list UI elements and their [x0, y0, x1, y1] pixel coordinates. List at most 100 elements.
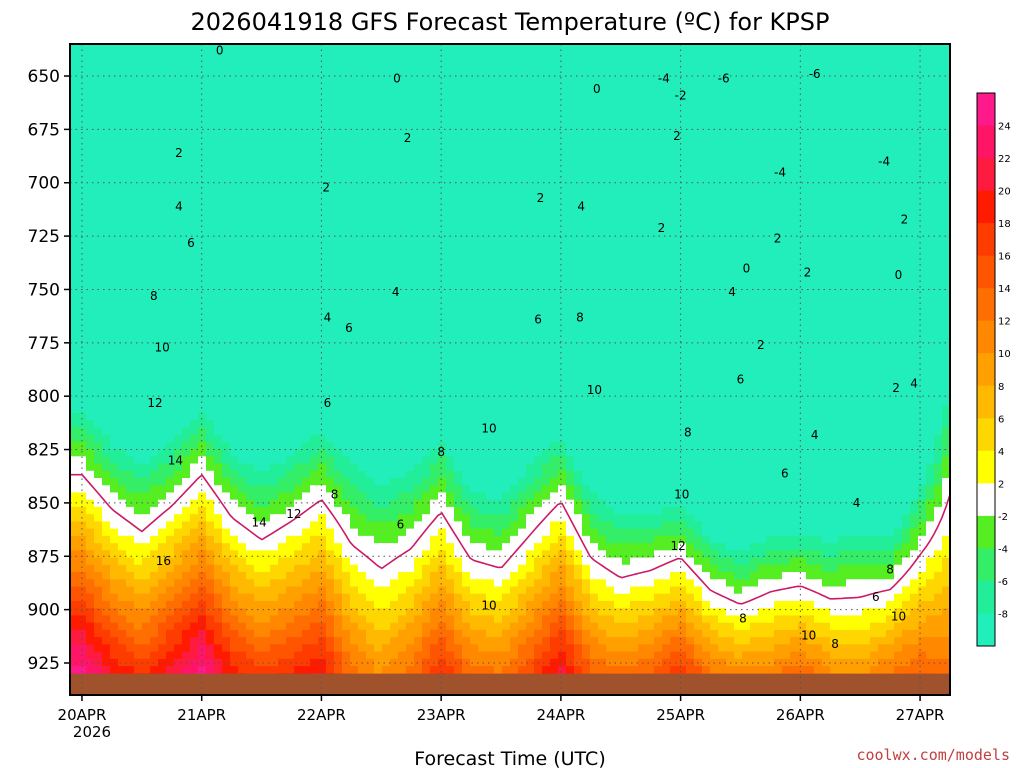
field-cell: [126, 478, 135, 486]
field-cell: [366, 275, 375, 284]
field-cell: [286, 572, 295, 580]
field-cell: [502, 362, 511, 371]
field-cell: [390, 651, 399, 660]
field-cell: [398, 145, 407, 154]
field-cell: [350, 637, 359, 645]
field-cell: [182, 94, 191, 103]
field-cell: [302, 203, 311, 211]
field-cell: [182, 427, 191, 436]
field-cell: [374, 203, 383, 211]
field-cell: [166, 644, 175, 653]
field-cell: [166, 398, 175, 407]
field-cell: [86, 51, 95, 60]
field-cell: [366, 340, 375, 349]
field-cell: [366, 159, 375, 168]
field-cell: [510, 166, 519, 175]
field-cell: [142, 391, 151, 400]
field-cell: [118, 130, 127, 139]
field-cell: [174, 405, 183, 414]
field-cell: [150, 543, 159, 551]
field-cell: [310, 289, 319, 298]
field-cell: [302, 174, 311, 183]
field-cell: [270, 123, 279, 132]
field-cell: [430, 521, 439, 530]
field-cell: [158, 600, 167, 609]
field-cell: [102, 87, 111, 96]
field-cell: [406, 412, 415, 421]
field-cell: [486, 318, 495, 327]
field-cell: [374, 543, 383, 551]
field-cell: [246, 152, 255, 161]
field-cell: [390, 174, 399, 183]
field-cell: [462, 608, 471, 617]
field-cell: [214, 506, 223, 515]
field-cell: [334, 550, 343, 559]
field-cell: [86, 593, 95, 602]
field-cell: [214, 282, 223, 291]
field-cell: [438, 492, 447, 501]
field-cell: [310, 188, 319, 197]
field-cell: [414, 268, 423, 277]
field-cell: [462, 195, 471, 204]
field-cell: [278, 347, 287, 356]
field-cell: [182, 463, 191, 472]
field-cell: [238, 535, 247, 544]
field-cell: [182, 326, 191, 334]
field-cell: [222, 550, 231, 559]
field-cell: [222, 629, 231, 638]
field-cell: [166, 564, 175, 573]
field-cell: [486, 181, 495, 190]
field-cell: [302, 376, 311, 385]
field-cell: [158, 405, 167, 414]
field-cell: [86, 210, 95, 219]
field-cell: [70, 644, 79, 653]
field-cell: [470, 138, 479, 146]
field-cell: [86, 629, 95, 638]
field-cell: [94, 506, 103, 515]
field-cell: [486, 572, 495, 580]
field-cell: [206, 239, 215, 248]
field-cell: [358, 80, 367, 88]
field-cell: [102, 644, 111, 653]
field-cell: [110, 145, 119, 154]
field-cell: [302, 152, 311, 161]
field-cell: [166, 485, 175, 494]
field-cell: [454, 550, 463, 559]
field-cell: [294, 65, 303, 74]
field-cell: [94, 72, 103, 81]
field-cell: [134, 492, 143, 501]
field-cell: [174, 622, 183, 631]
field-cell: [246, 615, 255, 624]
field-cell: [126, 564, 135, 573]
field-cell: [182, 485, 191, 494]
field-cell: [494, 427, 503, 436]
field-cell: [238, 528, 247, 537]
field-cell: [118, 637, 127, 645]
field-cell: [94, 557, 103, 566]
field-cell: [318, 109, 327, 117]
field-cell: [366, 246, 375, 255]
field-cell: [246, 644, 255, 653]
field-cell: [86, 499, 95, 508]
field-cell: [110, 80, 119, 88]
field-cell: [430, 145, 439, 154]
field-cell: [278, 217, 287, 226]
field-cell: [198, 289, 207, 298]
field-cell: [150, 369, 159, 378]
field-cell: [310, 282, 319, 291]
field-cell: [190, 572, 199, 580]
field-cell: [238, 572, 247, 580]
field-cell: [86, 109, 95, 117]
field-cell: [462, 391, 471, 400]
field-cell: [262, 376, 271, 385]
field-cell: [438, 376, 447, 385]
field-cell: [158, 174, 167, 183]
field-cell: [286, 304, 295, 313]
field-cell: [382, 420, 391, 428]
field-cell: [398, 398, 407, 407]
field-cell: [406, 87, 415, 96]
field-cell: [318, 130, 327, 139]
field-cell: [278, 405, 287, 414]
field-cell: [230, 535, 239, 544]
field-cell: [246, 217, 255, 226]
